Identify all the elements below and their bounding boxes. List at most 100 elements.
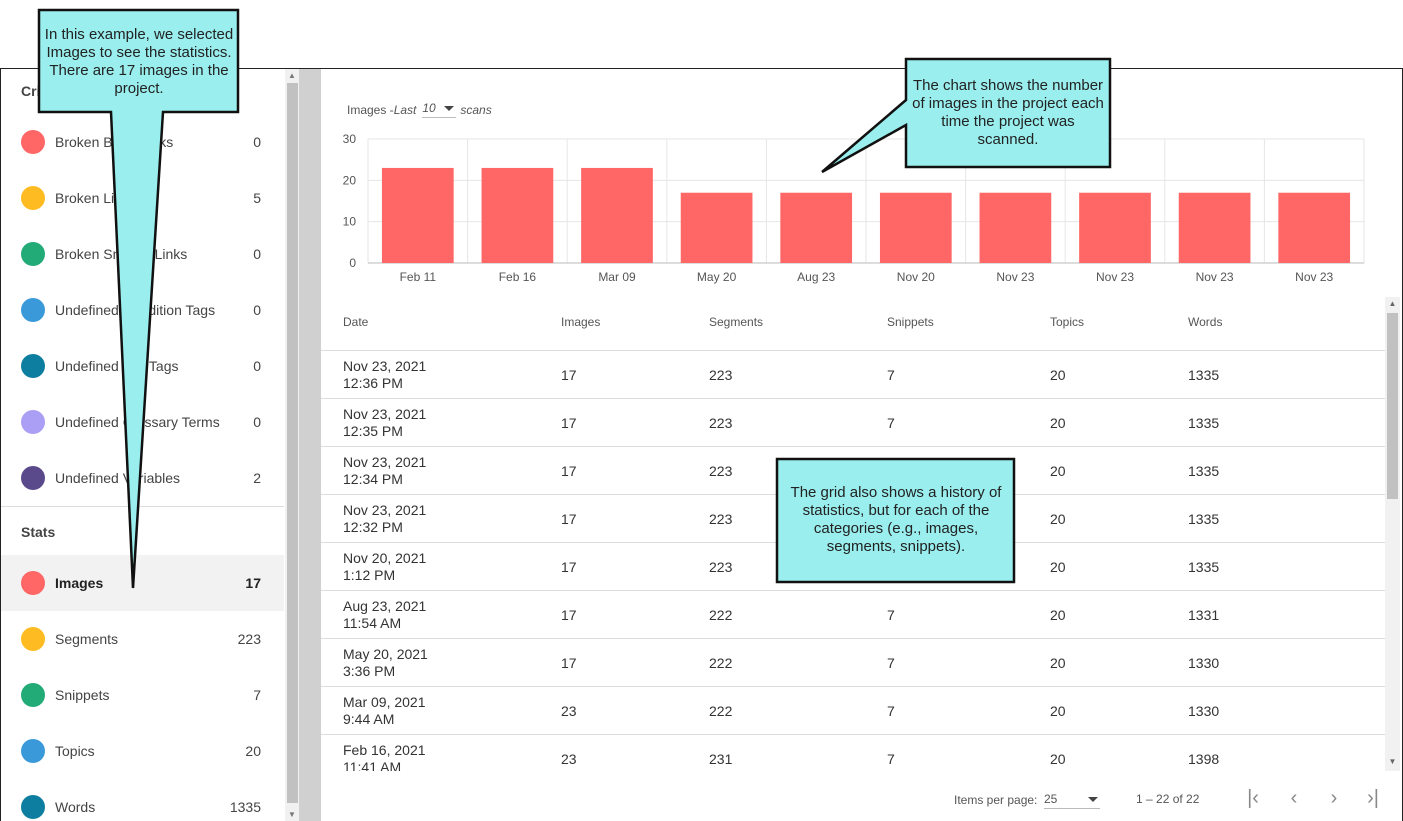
cell-topics: 20 xyxy=(1050,703,1066,719)
items-per-page-select[interactable]: 25 xyxy=(1044,792,1100,809)
cell-date-time: 11:41 AM xyxy=(343,759,402,771)
table-row[interactable]: Nov 23, 2021 12:35 PM 17 223 7 20 1335 xyxy=(321,399,1385,447)
sidebar-item-count: 5 xyxy=(253,190,261,206)
sidebar-item-broken-links[interactable]: Broken Links 5 xyxy=(1,170,284,226)
y-tick-label: 10 xyxy=(343,215,357,229)
sidebar-item-broken-bookmarks[interactable]: Broken Bookmarks 0 xyxy=(1,114,284,170)
chevron-down-icon xyxy=(443,105,454,111)
cell-images: 17 xyxy=(561,511,577,527)
column-header-snippets[interactable]: Snippets xyxy=(887,315,934,329)
status-dot-icon xyxy=(21,627,45,651)
cell-date: Aug 23, 2021 11:54 AM xyxy=(343,598,426,632)
column-header-topics[interactable]: Topics xyxy=(1050,315,1085,329)
cell-date-time: 12:36 PM xyxy=(343,375,403,391)
cell-segments: 222 xyxy=(709,703,733,719)
sidebar-item-snippets[interactable]: Snippets 7 xyxy=(1,667,284,723)
chart-header-suffix: scans xyxy=(460,102,492,117)
chart-bar[interactable] xyxy=(481,167,554,263)
grid-scroll-down-icon[interactable]: ▼ xyxy=(1388,757,1397,766)
sidebar-item-label: Words xyxy=(55,799,96,815)
grid-header: Date Images Segments Snippets Topics Wor… xyxy=(321,297,1385,351)
grid-scrollbar-thumb[interactable] xyxy=(1387,313,1398,499)
cell-words: 1335 xyxy=(1188,367,1220,383)
sidebar-item-undefined-file-tags[interactable]: Undefined File Tags 0 xyxy=(1,338,284,394)
sidebar-item-undefined-condition-tags[interactable]: Undefined Condition Tags 0 xyxy=(1,282,284,338)
scan-count-select[interactable]: 10 xyxy=(422,101,457,118)
column-header-words[interactable]: Words xyxy=(1188,315,1223,329)
chart-bar[interactable] xyxy=(979,192,1052,263)
cell-date-time: 3:36 PM xyxy=(343,663,396,679)
callout-chart-text: The chart shows the number of images in … xyxy=(912,77,1104,148)
sidebar-item-segments[interactable]: Segments 223 xyxy=(1,611,284,667)
x-tick-label: Feb 16 xyxy=(499,270,537,284)
panel-splitter[interactable] xyxy=(299,69,321,821)
sidebar-item-count: 2 xyxy=(253,470,261,486)
chart-bar[interactable] xyxy=(1178,192,1251,263)
table-row[interactable]: Nov 20, 2021 1:12 PM 17 223 20 1335 xyxy=(321,543,1385,591)
column-header-segments[interactable]: Segments xyxy=(709,315,764,329)
main-panel: Images - Last 10 scans 0 10 20 30 Feb 11 Feb … xyxy=(321,69,1402,821)
column-header-date[interactable]: Date xyxy=(343,315,369,329)
cell-topics: 20 xyxy=(1050,415,1066,431)
sidebar-item-count: 0 xyxy=(253,358,261,374)
cell-topics: 20 xyxy=(1050,511,1066,527)
table-row[interactable]: May 20, 2021 3:36 PM 17 222 7 20 1330 xyxy=(321,639,1385,687)
chart-bar[interactable] xyxy=(381,167,454,263)
sidebar-item-label: Topics xyxy=(55,743,95,759)
sidebar-scroll-up-icon[interactable]: ▲ xyxy=(288,71,296,80)
paginator: Items per page: 25 1 – 22 of 22 |‹ ‹ › ›… xyxy=(321,779,1402,819)
sidebar-item-count: 17 xyxy=(245,575,261,591)
cell-topics: 20 xyxy=(1050,607,1066,623)
cell-images: 17 xyxy=(561,607,577,623)
sidebar-item-label: Segments xyxy=(55,631,119,647)
previous-page-icon[interactable]: ‹ xyxy=(1290,787,1298,809)
sidebar-scrollbar-thumb[interactable] xyxy=(287,83,298,803)
sidebar-item-count: 0 xyxy=(253,414,261,430)
y-tick-label: 20 xyxy=(343,173,357,187)
table-row[interactable]: Mar 09, 2021 9:44 AM 23 222 7 20 1330 xyxy=(321,687,1385,735)
chart-bar[interactable] xyxy=(879,192,952,263)
cell-images: 23 xyxy=(561,751,577,767)
sidebar-item-topics[interactable]: Topics 20 xyxy=(1,723,284,779)
x-tick-label: Aug 23 xyxy=(797,270,835,284)
cell-date: Nov 20, 2021 1:12 PM xyxy=(343,550,426,584)
x-tick-label: Nov 23 xyxy=(996,270,1034,284)
cell-snippets: 7 xyxy=(887,607,895,623)
grid-scroll-up-icon[interactable]: ▲ xyxy=(1388,299,1397,308)
sidebar-item-undefined-variables[interactable]: Undefined Variables 2 xyxy=(1,450,284,506)
table-row[interactable]: Nov 23, 2021 12:36 PM 17 223 7 20 1335 xyxy=(321,351,1385,399)
cell-date-day: Nov 23, 2021 xyxy=(343,502,427,518)
cell-date-time: 12:35 PM xyxy=(343,423,403,439)
chart-bar[interactable] xyxy=(581,167,653,263)
column-header-images[interactable]: Images xyxy=(561,315,601,329)
chart-bar[interactable] xyxy=(680,192,753,263)
cell-date: Nov 23, 2021 12:36 PM xyxy=(343,358,426,392)
cell-images: 17 xyxy=(561,463,577,479)
app-frame: Cri Broken Bookmarks 0 Broken Links 5 Broken… xyxy=(0,68,1403,821)
cell-topics: 20 xyxy=(1050,367,1066,383)
chart-bar[interactable] xyxy=(1278,192,1351,263)
table-row[interactable]: Aug 23, 2021 11:54 AM 17 222 7 20 1331 xyxy=(321,591,1385,639)
first-page-icon[interactable]: |‹ xyxy=(1247,787,1259,809)
status-dot-icon xyxy=(21,739,45,763)
cell-words: 1335 xyxy=(1188,511,1220,527)
cell-date-time: 11:54 AM xyxy=(343,615,402,631)
cell-date-day: Nov 23, 2021 xyxy=(343,358,427,374)
status-dot-icon xyxy=(21,298,45,322)
sidebar-item-images[interactable]: Images 17 xyxy=(1,555,284,611)
next-page-icon[interactable]: › xyxy=(1330,787,1338,809)
sidebar-scroll-down-icon[interactable]: ▼ xyxy=(288,810,296,819)
table-row[interactable]: Feb 16, 2021 11:41 AM 23 231 7 20 1398 xyxy=(321,735,1385,771)
chart-bar[interactable] xyxy=(780,192,853,263)
sidebar-item-undefined-glossary-terms[interactable]: Undefined Glossary Terms 0 xyxy=(1,394,284,450)
cell-images: 17 xyxy=(561,415,577,431)
last-page-icon[interactable]: ›| xyxy=(1367,787,1379,809)
sidebar-item-label: Undefined Glossary Terms xyxy=(55,414,220,430)
x-tick-label: Nov 23 xyxy=(1096,270,1134,284)
sidebar-item-label: Broken Links xyxy=(55,190,136,206)
status-dot-icon xyxy=(21,410,45,434)
chart-bar[interactable] xyxy=(1079,192,1151,263)
cell-snippets: 7 xyxy=(887,415,895,431)
sidebar-item-broken-snippet-links[interactable]: Broken Snippet Links 0 xyxy=(1,226,284,282)
sidebar-item-words[interactable]: Words 1335 xyxy=(1,779,284,821)
